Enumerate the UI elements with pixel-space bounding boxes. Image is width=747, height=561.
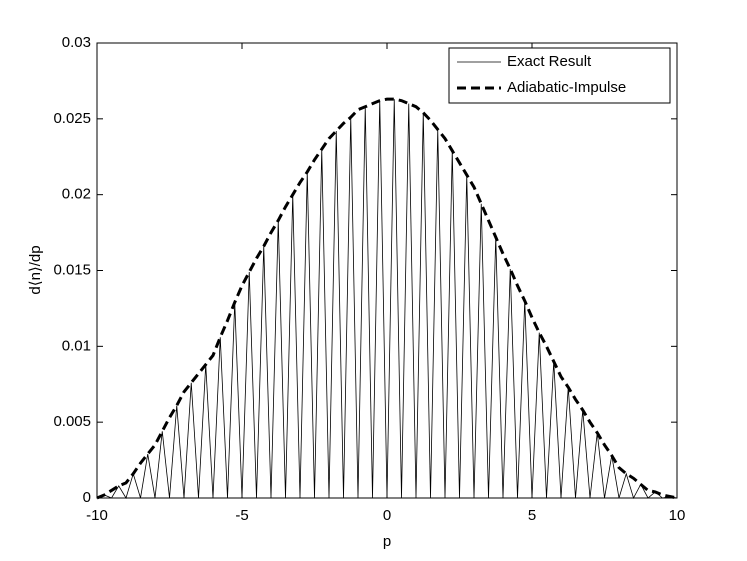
- x-tick-label: -5: [235, 507, 248, 524]
- x-tick-label: 10: [669, 507, 686, 524]
- x-tick-label: 0: [383, 507, 391, 524]
- series-line: [96, 99, 678, 500]
- y-tick-label: 0.02: [62, 186, 91, 203]
- legend-label: Adiabatic-Impulse: [507, 79, 626, 96]
- y-tick-label: 0.01: [62, 337, 91, 354]
- plot-frame: [96, 42, 678, 499]
- legend-label: Exact Result: [507, 53, 592, 70]
- y-tick-label: 0: [83, 489, 91, 506]
- x-tick-label: -10: [86, 507, 108, 524]
- x-tick-label: 5: [528, 507, 536, 524]
- y-tick-label: 0.025: [53, 110, 91, 127]
- y-tick-label: 0.015: [53, 261, 91, 278]
- y-tick-label: 0.03: [62, 34, 91, 51]
- legend-box: [448, 47, 671, 104]
- y-tick-label: 0.005: [53, 413, 91, 430]
- y-axis-label: d⟨n⟩/dp: [27, 245, 44, 294]
- x-axis-label: p: [383, 533, 391, 550]
- series-line: [96, 97, 678, 500]
